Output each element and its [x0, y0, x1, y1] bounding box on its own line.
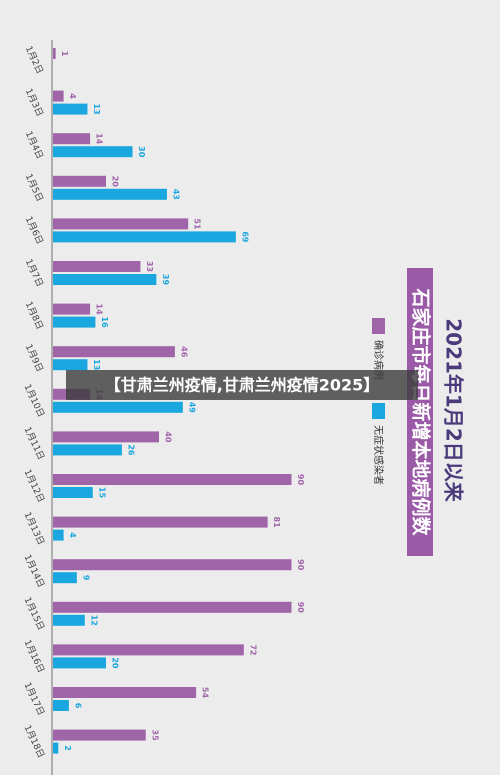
value-label: 33 [145, 261, 154, 272]
bar [53, 474, 292, 485]
legend-label: 无症状感染者 [372, 425, 385, 485]
value-label: 90 [296, 602, 305, 614]
bar [53, 133, 91, 145]
value-label: 14 [95, 133, 104, 145]
value-label: 40 [164, 431, 173, 443]
bar [53, 316, 96, 328]
value-label: 1 [60, 51, 69, 57]
value-label: 13 [92, 104, 101, 115]
chart-title: 2021年1月2日以来 [442, 318, 466, 502]
bar [53, 559, 292, 571]
bar [53, 303, 91, 315]
value-label: 15 [97, 487, 106, 499]
bar [53, 431, 159, 443]
value-label: 30 [137, 146, 146, 158]
value-label: 39 [161, 274, 170, 286]
value-label: 20 [111, 176, 120, 188]
bar [53, 146, 133, 158]
bar [53, 729, 146, 741]
value-label: 69 [240, 231, 249, 243]
value-label: 43 [171, 189, 180, 200]
bar [53, 700, 69, 711]
banner-background [66, 370, 418, 400]
bar [53, 231, 236, 243]
bar [53, 48, 56, 59]
value-label: 14 [95, 304, 104, 316]
value-label: 4 [68, 93, 77, 99]
value-label: 13 [92, 359, 101, 370]
value-label: 90 [296, 474, 305, 486]
value-label: 54 [201, 687, 210, 699]
legend-swatch [372, 318, 385, 334]
bar [53, 644, 244, 656]
bar [53, 274, 157, 285]
value-label: 51 [193, 218, 202, 230]
value-label: 20 [111, 657, 120, 669]
bar [53, 90, 64, 102]
bar [53, 601, 292, 613]
value-label: 90 [296, 559, 305, 571]
value-label: 2 [63, 745, 72, 751]
value-label: 12 [89, 615, 98, 626]
value-label: 46 [179, 346, 188, 358]
bar [53, 175, 106, 187]
bar [53, 103, 88, 115]
value-label: 6 [73, 703, 82, 709]
bar [53, 261, 141, 272]
subtitle-box [407, 268, 433, 556]
banner-text: 【甘肃兰州疫情,甘肃兰州疫情2025】 [105, 376, 380, 395]
chart-subtitle: 石家庄市每日新增本地病例数 [410, 287, 433, 536]
value-label: 4 [68, 532, 77, 538]
bar [53, 657, 106, 669]
bar [53, 218, 189, 230]
value-label: 16 [100, 317, 109, 329]
bar [53, 614, 85, 626]
bar [53, 359, 88, 371]
value-label: 35 [150, 730, 159, 742]
bar [53, 444, 122, 456]
value-label: 81 [272, 517, 281, 529]
bar [53, 346, 175, 358]
bar [53, 487, 93, 498]
bar [53, 742, 59, 754]
bar [53, 516, 268, 528]
bar [53, 572, 77, 584]
bar [53, 529, 64, 541]
value-label: 26 [126, 444, 135, 456]
bar [53, 401, 183, 413]
value-label: 49 [187, 402, 196, 414]
bar [53, 687, 197, 698]
value-label: 9 [81, 575, 90, 581]
value-label: 72 [248, 644, 257, 655]
bar [53, 188, 167, 200]
legend-swatch [372, 403, 385, 419]
